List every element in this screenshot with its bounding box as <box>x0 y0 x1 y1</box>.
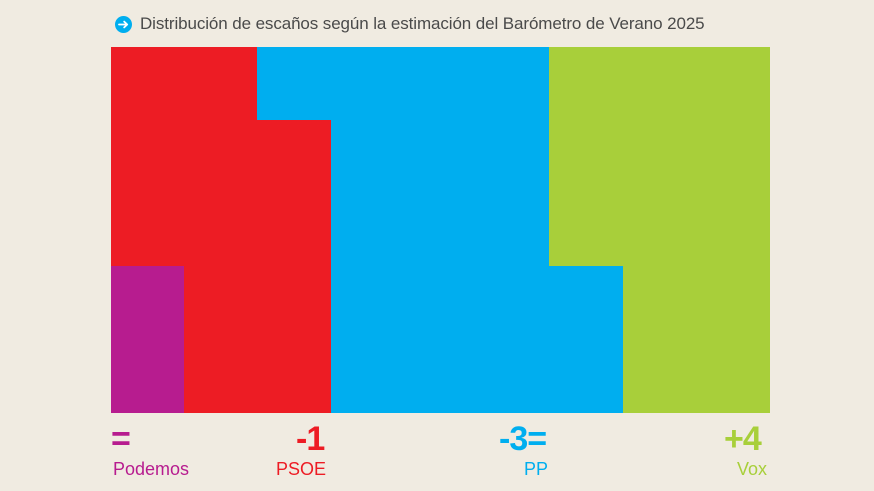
change-podemos: = <box>111 420 131 458</box>
name-podemos: Podemos <box>113 459 190 479</box>
seat-map-svg <box>111 47 770 413</box>
podemos-block <box>111 266 184 413</box>
pp-block <box>257 47 623 413</box>
chart-header: Distribución de escaños según la estimac… <box>115 13 705 35</box>
arrow-circle-icon <box>115 15 132 33</box>
name-psoe: PSOE <box>276 459 327 479</box>
change-psoe: -1 <box>296 420 325 458</box>
chart-title: Distribución de escaños según la estimac… <box>140 14 705 33</box>
name-pp: PP <box>524 459 549 479</box>
name-vox: Vox <box>737 459 768 479</box>
seat-map <box>111 47 770 413</box>
change-vox: +4 <box>724 420 762 458</box>
change-pp: -3= <box>499 420 547 458</box>
